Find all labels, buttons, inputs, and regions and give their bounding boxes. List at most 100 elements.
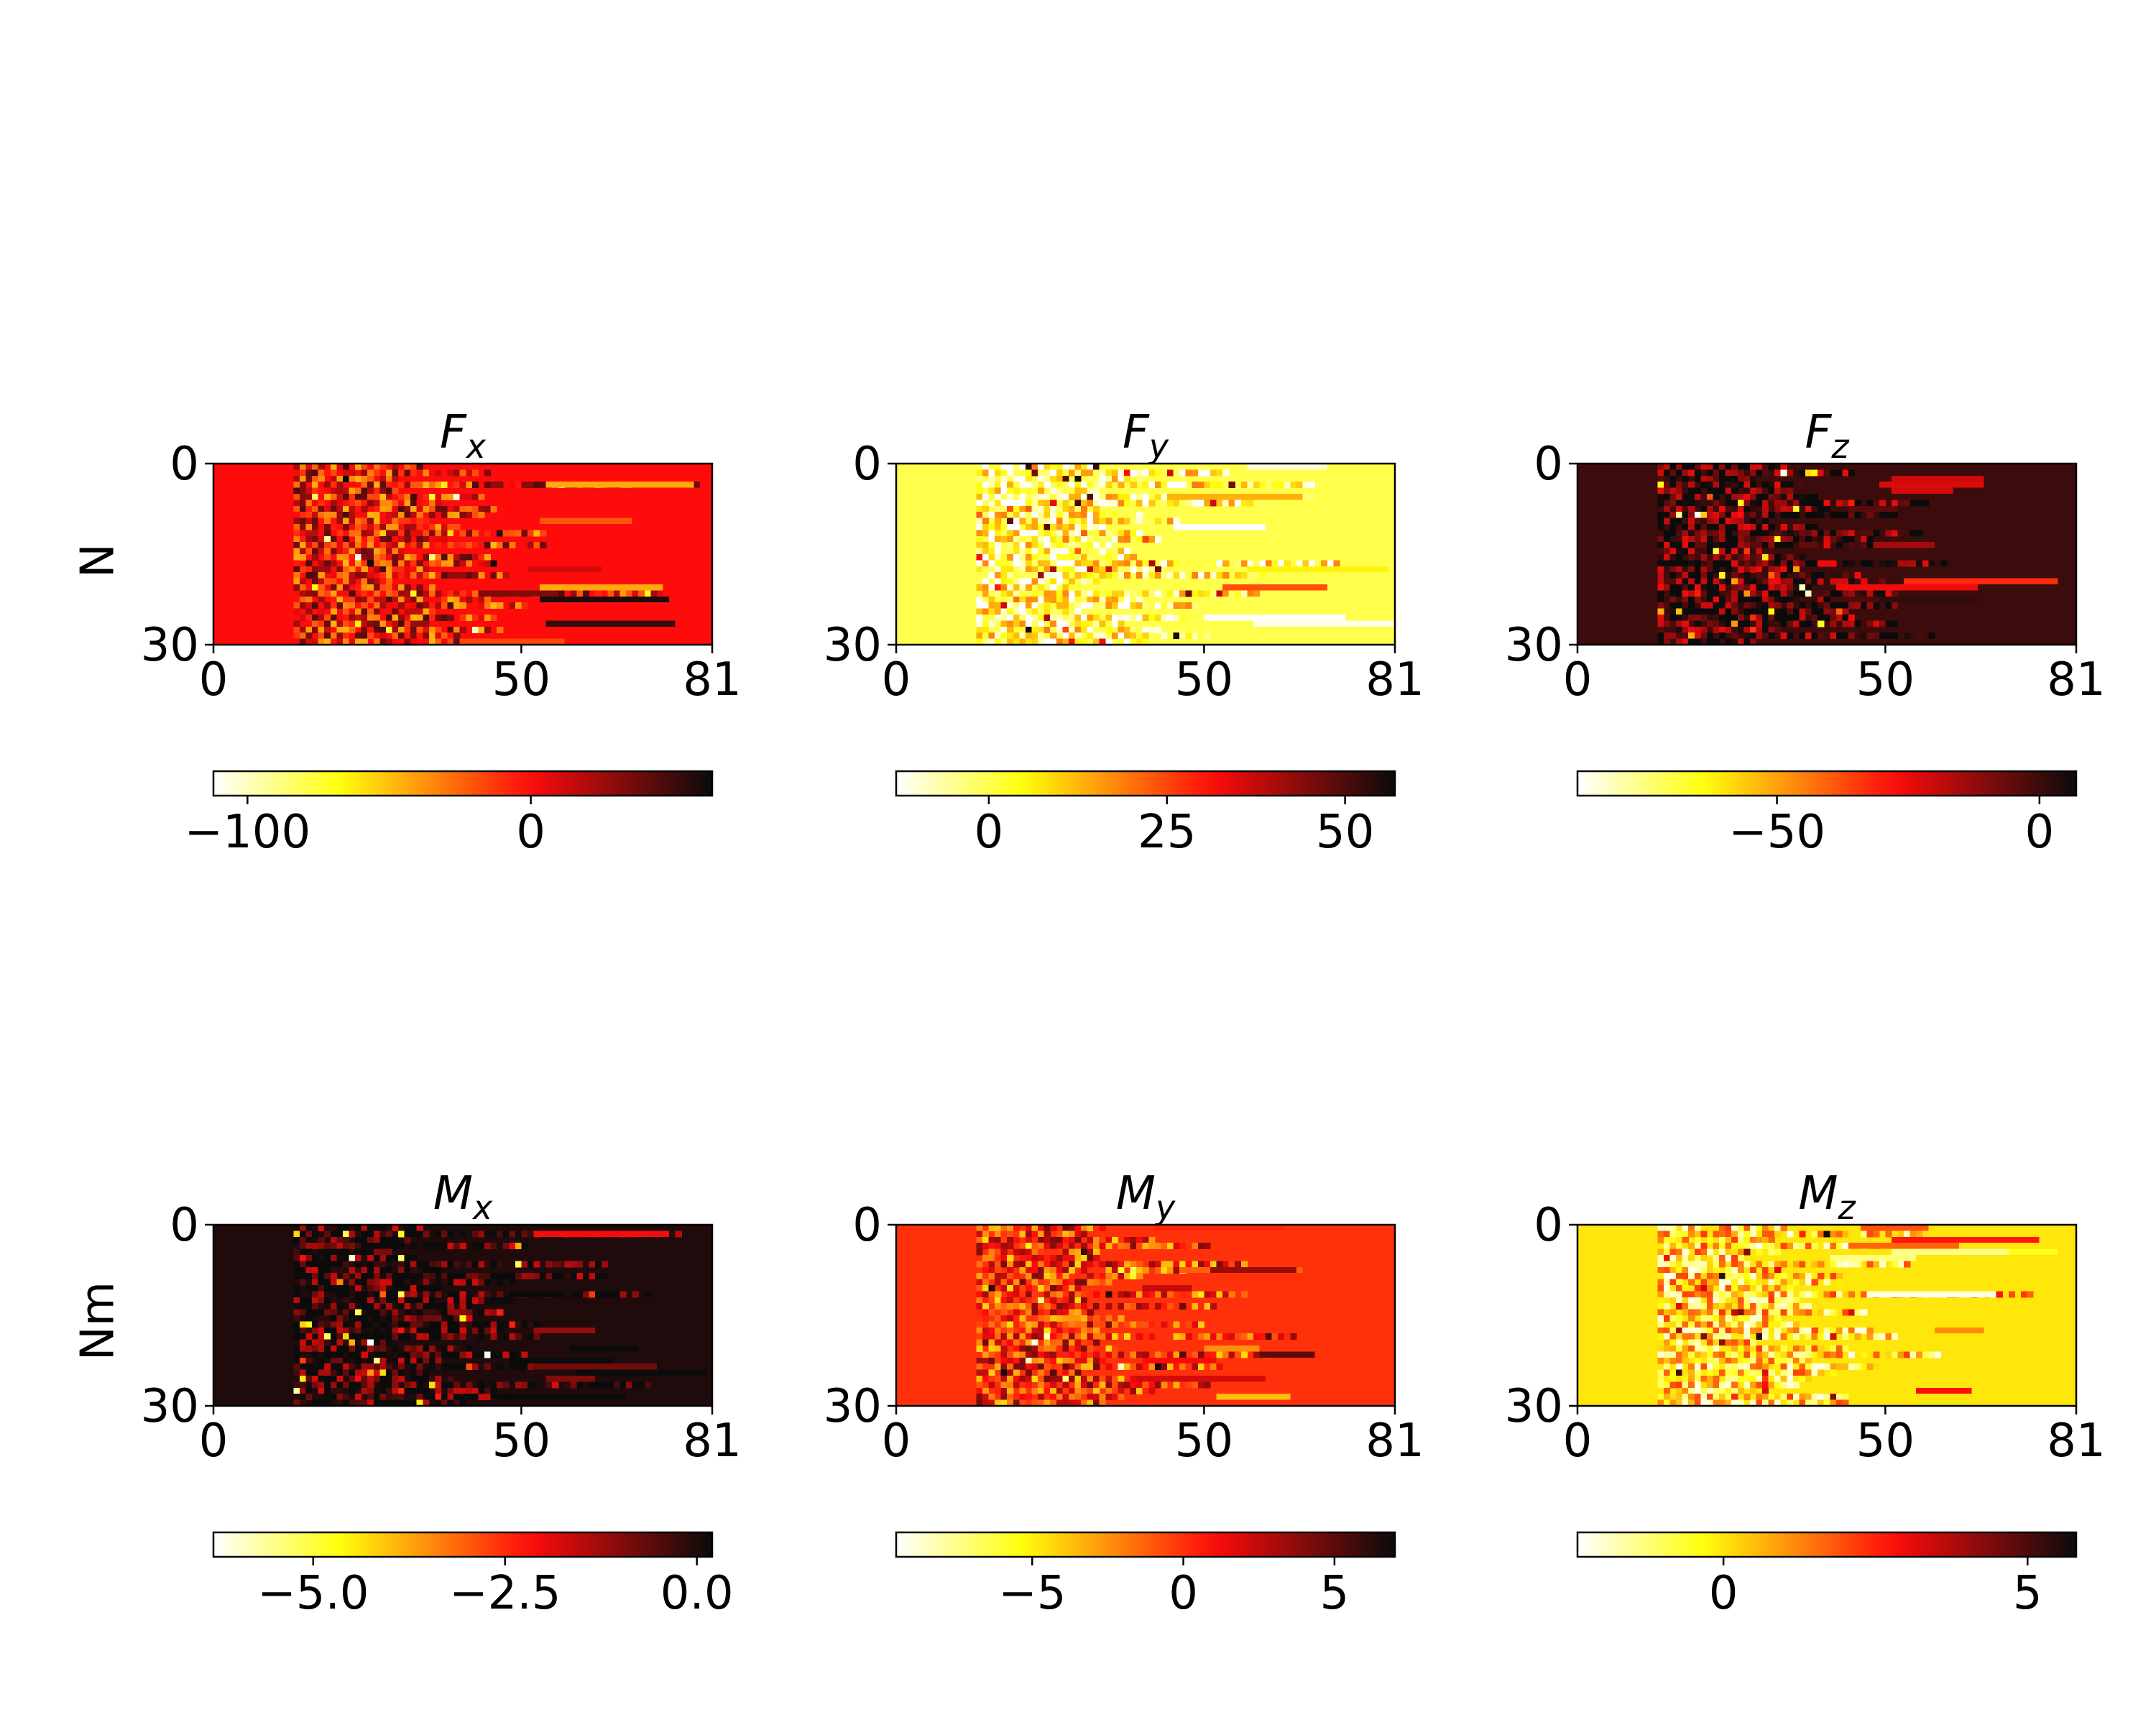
heatmap-cell bbox=[1706, 1236, 1714, 1243]
heatmap-cell bbox=[1694, 1291, 1701, 1298]
heatmap-cell bbox=[1081, 578, 1088, 585]
heatmap-cell bbox=[982, 1363, 990, 1371]
heatmap-cell bbox=[404, 535, 411, 543]
heatmap-cell bbox=[1731, 590, 1738, 597]
heatmap-cell bbox=[1688, 1376, 1695, 1382]
heatmap-cell bbox=[1050, 1369, 1057, 1376]
heatmap-cell bbox=[453, 542, 461, 549]
heatmap-cell bbox=[392, 584, 399, 591]
heatmap-cell bbox=[1725, 1291, 1732, 1298]
heatmap-cell bbox=[428, 505, 436, 512]
heatmap-cell bbox=[995, 535, 1002, 543]
heatmap-cell bbox=[1768, 1273, 1775, 1280]
heatmap-cell bbox=[1731, 1297, 1738, 1304]
heatmap-cell bbox=[1768, 1309, 1775, 1316]
heatmap-cell bbox=[435, 1243, 442, 1250]
heatmap-cell bbox=[423, 566, 430, 573]
heatmap-cell bbox=[1019, 602, 1026, 610]
heatmap-cell bbox=[1725, 1255, 1732, 1261]
heatmap-cell bbox=[373, 494, 380, 500]
heatmap-streak bbox=[1204, 615, 1346, 621]
heatmap-cell bbox=[1743, 1394, 1751, 1401]
heatmap-cell bbox=[1111, 1376, 1119, 1382]
heatmap-cell bbox=[1093, 505, 1100, 512]
heatmap-cell bbox=[330, 548, 337, 555]
heatmap-cell bbox=[484, 1394, 492, 1401]
heatmap-cell bbox=[1743, 638, 1751, 645]
heatmap-cell bbox=[1118, 1303, 1125, 1310]
heatmap-cell bbox=[1657, 1297, 1664, 1304]
heatmap-cell bbox=[1142, 615, 1149, 621]
heatmap-cell bbox=[1756, 620, 1763, 627]
heatmap-cell bbox=[1756, 469, 1763, 477]
heatmap-cell bbox=[336, 554, 344, 561]
heatmap-cell bbox=[1074, 620, 1082, 627]
heatmap-cell bbox=[1706, 469, 1714, 477]
heatmap-cell bbox=[1074, 1285, 1082, 1292]
heatmap-cell bbox=[410, 1351, 418, 1358]
heatmap-cell bbox=[976, 1376, 983, 1382]
heatmap-cell bbox=[1000, 1381, 1008, 1389]
heatmap-cell bbox=[1068, 1321, 1076, 1328]
heatmap-cell bbox=[1682, 602, 1689, 610]
heatmap-cell bbox=[1081, 572, 1088, 579]
heatmap-cell bbox=[1166, 1363, 1174, 1371]
heatmap-cell bbox=[1756, 548, 1763, 555]
heatmap-cell bbox=[982, 1339, 990, 1346]
heatmap-cell bbox=[330, 1357, 337, 1364]
heatmap-cell bbox=[1056, 1357, 1063, 1364]
heatmap-cell bbox=[656, 590, 664, 597]
heatmap-cell bbox=[367, 1261, 374, 1268]
heatmap-cell bbox=[410, 469, 418, 477]
heatmap-cell bbox=[471, 1243, 479, 1250]
heatmap-cell bbox=[1694, 1369, 1701, 1376]
heatmap-cell bbox=[305, 500, 313, 507]
heatmap-cell bbox=[1062, 1399, 1069, 1407]
heatmap-cell bbox=[1866, 590, 1874, 597]
heatmap-cell bbox=[441, 469, 448, 477]
heatmap-cell bbox=[490, 1243, 497, 1250]
heatmap-cell bbox=[1161, 632, 1168, 640]
heatmap-cell bbox=[1019, 1255, 1026, 1261]
heatmap-cell bbox=[441, 1243, 448, 1250]
heatmap-cell bbox=[1240, 1333, 1248, 1340]
heatmap-cell bbox=[1068, 505, 1076, 512]
heatmap-cell bbox=[1725, 1376, 1732, 1382]
heatmap-cell bbox=[1805, 469, 1812, 477]
heatmap-cell bbox=[398, 1321, 405, 1328]
heatmap-cell bbox=[299, 1339, 307, 1346]
heatmap-cell bbox=[1056, 1243, 1063, 1250]
heatmap-cell bbox=[1861, 1351, 1868, 1358]
heatmap-cell bbox=[312, 1327, 319, 1334]
heatmap-cell bbox=[1154, 615, 1162, 621]
heatmap-cell bbox=[342, 1327, 350, 1334]
heatmap-cell bbox=[1068, 1285, 1076, 1292]
heatmap-cell bbox=[1136, 560, 1143, 567]
heatmap-cell bbox=[1056, 572, 1063, 579]
heatmap-cell bbox=[1756, 1399, 1763, 1407]
heatmap-cell bbox=[1768, 542, 1775, 549]
heatmap-cell bbox=[1087, 1225, 1094, 1231]
heatmap-cell bbox=[1669, 1399, 1677, 1407]
heatmap-cell bbox=[1142, 1266, 1149, 1274]
heatmap-cell bbox=[1124, 572, 1131, 579]
heatmap-cell bbox=[1025, 1273, 1033, 1280]
heatmap-cell bbox=[318, 1309, 325, 1316]
heatmap-streak bbox=[1866, 1291, 1996, 1297]
heatmap-cell bbox=[1173, 1261, 1180, 1268]
heatmap-cell bbox=[1873, 500, 1880, 507]
heatmap-cell bbox=[423, 1309, 430, 1316]
heatmap-cell bbox=[1025, 608, 1033, 615]
heatmap-cell bbox=[428, 1243, 436, 1250]
heatmap-cell bbox=[1805, 572, 1812, 579]
heatmap-cell bbox=[995, 1327, 1002, 1334]
heatmap-cell bbox=[1081, 1303, 1088, 1310]
heatmap-cell bbox=[515, 602, 522, 610]
heatmap-cell bbox=[1713, 1346, 1720, 1352]
heatmap-cell bbox=[1013, 1376, 1020, 1382]
heatmap-cell bbox=[318, 1303, 325, 1310]
heatmap-cell bbox=[385, 1399, 393, 1407]
heatmap-cell bbox=[1818, 1369, 1825, 1376]
heatmap-cell bbox=[1762, 626, 1769, 633]
heatmap-cell bbox=[497, 1297, 504, 1304]
